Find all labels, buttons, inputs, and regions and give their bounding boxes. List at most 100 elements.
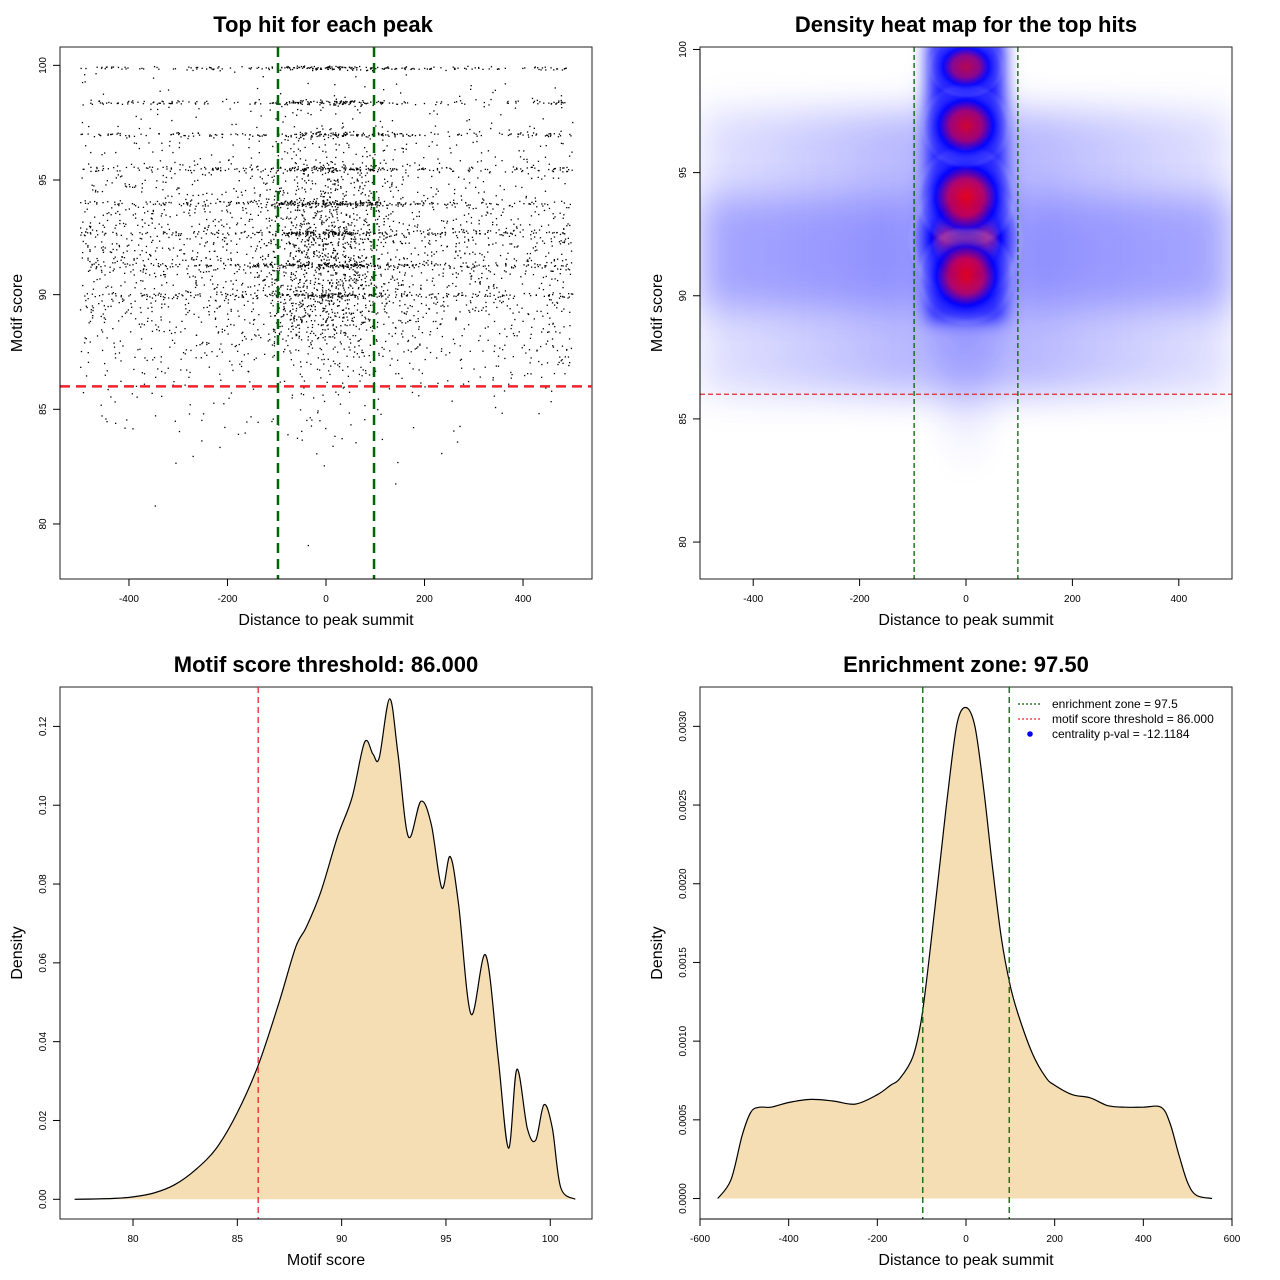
scatter-point (490, 98, 492, 101)
scatter-point (300, 339, 303, 341)
scatter-point (294, 263, 296, 266)
scatter-point (550, 238, 552, 240)
scatter-point (297, 148, 300, 150)
scatter-point (378, 197, 380, 199)
scatter-point (458, 242, 460, 244)
scatter-point (556, 307, 558, 309)
scatter-point (116, 170, 118, 172)
scatter-point (364, 174, 367, 177)
scatter-point (307, 293, 309, 295)
scatter-point (329, 283, 331, 285)
scatter-point (452, 170, 454, 172)
scatter-point (290, 233, 292, 236)
scatter-point (300, 393, 302, 395)
scatter-point (352, 370, 354, 372)
scatter-point (541, 178, 543, 180)
scatter-point (355, 238, 357, 240)
scatter-point (174, 68, 177, 70)
scatter-point (180, 369, 182, 371)
scatter-point (318, 251, 320, 253)
scatter-point (275, 172, 277, 174)
scatter-point (320, 109, 322, 111)
scatter-point (349, 292, 351, 295)
scatter-point (188, 376, 190, 378)
scatter-point (334, 329, 336, 331)
scatter-point (271, 102, 273, 104)
scatter-point (537, 160, 540, 162)
scatter-point (289, 102, 291, 104)
scatter-point (295, 133, 298, 135)
scatter-point (428, 145, 430, 147)
scatter-point (526, 167, 528, 169)
scatter-point (517, 218, 519, 220)
scatter-point (226, 325, 228, 327)
scatter-point (92, 189, 94, 191)
scatter-point (320, 195, 322, 197)
scatter-point (327, 300, 329, 302)
scatter-point (332, 282, 334, 284)
scatter-point (342, 201, 344, 203)
scatter-point (464, 67, 466, 69)
scatter-point (218, 229, 220, 232)
scatter-point (417, 318, 419, 320)
scatter-point (272, 167, 274, 169)
scatter-point (309, 282, 312, 284)
scatter-point (525, 270, 527, 272)
scatter-point (361, 162, 364, 164)
scatter-point (323, 294, 325, 296)
scatter-point (303, 66, 305, 68)
scatter-point (282, 309, 285, 311)
scatter-point (563, 68, 566, 70)
scatter-point (357, 288, 360, 290)
scatter-point (227, 299, 230, 301)
scatter-point (345, 167, 347, 169)
scatter-point (428, 294, 431, 296)
scatter-point (111, 298, 113, 300)
scatter-point (434, 296, 436, 298)
scatter-point (291, 305, 294, 307)
scatter-point (426, 347, 428, 349)
scatter-point (467, 238, 470, 241)
scatter-point (353, 181, 355, 184)
scatter-point (207, 103, 209, 105)
scatter-point (357, 265, 359, 267)
scatter-point (290, 217, 292, 219)
scatter-point (310, 131, 312, 133)
scatter-point (497, 355, 500, 357)
scatter-point (361, 265, 363, 267)
scatter-point (219, 161, 221, 163)
scatter-point (163, 298, 165, 301)
scatter-point (271, 261, 273, 263)
scatter-point (290, 169, 292, 171)
scatter-point (286, 170, 288, 172)
scatter-point (550, 240, 553, 243)
scatter-point (317, 263, 320, 266)
scatter-point (458, 133, 460, 135)
scatter-point (301, 376, 303, 378)
scatter-point (296, 101, 299, 104)
scatter-point (413, 299, 415, 301)
scatter-point (401, 147, 403, 149)
scatter-point (305, 132, 308, 134)
scatter-point (314, 334, 317, 337)
scatter-point (563, 233, 565, 235)
scatter-point (300, 290, 302, 293)
scatter-point (350, 101, 352, 103)
scatter-point (209, 265, 211, 267)
scatter-point (220, 257, 222, 260)
scatter-point (159, 240, 161, 242)
scatter-point (521, 307, 523, 309)
scatter-point (207, 265, 209, 268)
scatter-point (383, 308, 385, 310)
scatter-point (470, 85, 472, 87)
scatter-point (310, 363, 312, 365)
scatter-point (360, 284, 362, 286)
scatter-point (468, 170, 470, 173)
scatter-point (319, 295, 321, 297)
scatter-point (480, 152, 483, 154)
scatter-point (362, 322, 364, 324)
scatter-point (385, 298, 387, 300)
scatter-point (157, 108, 159, 111)
scatter-point (324, 254, 326, 256)
scatter-point (145, 232, 147, 235)
